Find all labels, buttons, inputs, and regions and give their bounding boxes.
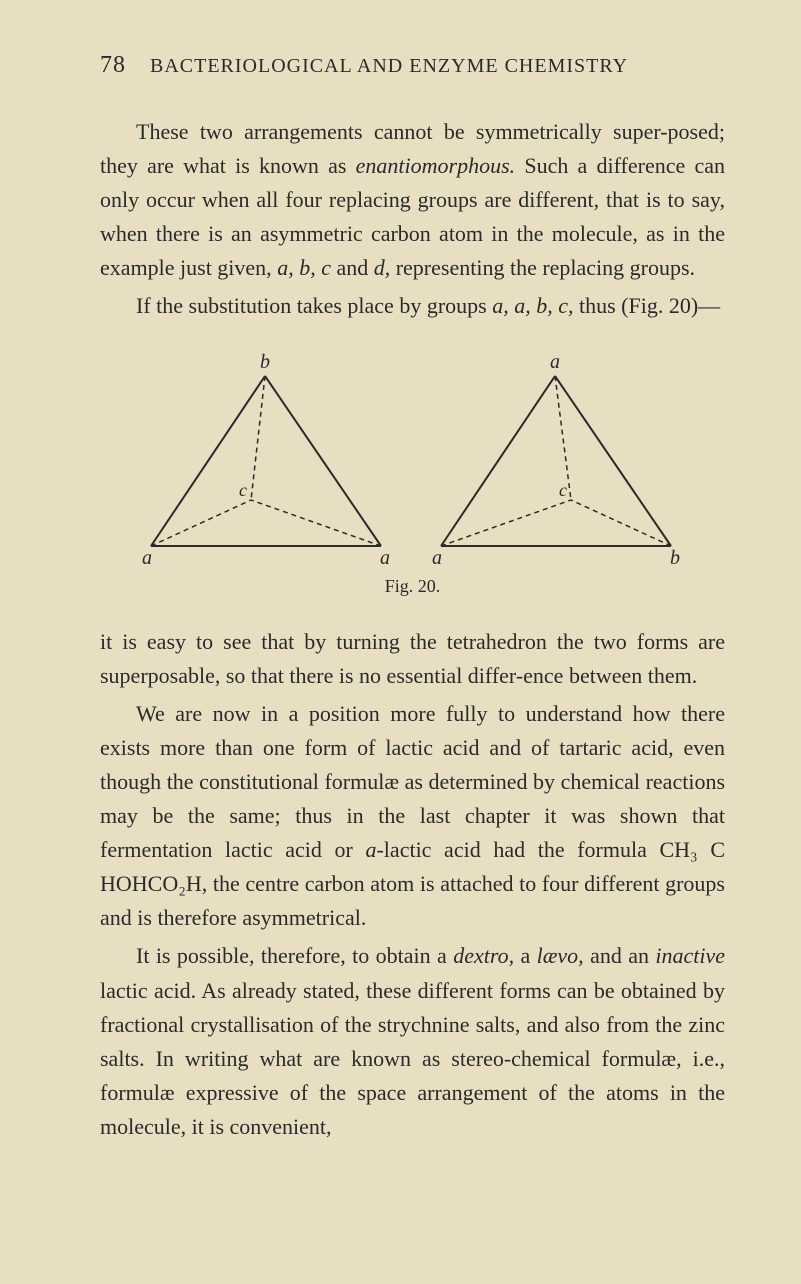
header-title: BACTERIOLOGICAL AND ENZYME CHEMISTRY [150, 55, 628, 77]
triangle-edge [151, 376, 265, 546]
figure-caption: Fig. 20. [100, 576, 725, 597]
left-label: a [432, 547, 442, 568]
italic-text: lævo, [537, 943, 584, 968]
text-span: thus (Fig. 20)— [573, 293, 720, 318]
paragraph-2: If the substitution takes place by group… [100, 289, 725, 323]
text-span: representing the replacing groups. [390, 255, 695, 280]
text-span: It is possible, therefore, to obtain a [136, 943, 453, 968]
italic-text: inactive [655, 943, 725, 968]
paragraph-1: These two arrangements cannot be symmetr… [100, 115, 725, 285]
triangle-dashed [441, 500, 571, 546]
triangle-edge [441, 376, 555, 546]
italic-text: a [365, 837, 376, 862]
page-header: 78 BACTERIOLOGICAL AND ENZYME CHEMISTRY [100, 48, 725, 79]
paragraph-4: We are now in a position more fully to u… [100, 697, 725, 936]
figure-container: b c a a a c a b [100, 348, 725, 568]
italic-text: d, [374, 255, 391, 280]
apex-label: a [550, 351, 560, 373]
text-span: lactic acid. As already stated, these di… [100, 978, 725, 1139]
italic-text: a, a, b, c, [492, 293, 573, 318]
triangle-edge [265, 376, 381, 546]
text-span: and [331, 255, 374, 280]
inner-label: c [239, 480, 247, 500]
left-label: a [142, 547, 152, 568]
right-label: b [670, 547, 680, 568]
inner-label: c [559, 480, 567, 500]
tetrahedron-right: a c a b [423, 348, 693, 568]
page-number: 78 [100, 52, 126, 79]
tetrahedron-left: b c a a [133, 348, 403, 568]
text-span: a [514, 943, 537, 968]
paragraph-5: It is possible, therefore, to obtain a d… [100, 939, 725, 1144]
triangle-dashed [251, 500, 381, 546]
text-span: and an [584, 943, 656, 968]
italic-text: a, b, c [277, 255, 331, 280]
italic-text: enantiomorphous. [356, 153, 516, 178]
right-label: a [380, 547, 390, 568]
text-span: If the substitution takes place by group… [136, 293, 492, 318]
paragraph-3: it is easy to see that by turning the te… [100, 625, 725, 693]
apex-label: b [260, 351, 270, 373]
triangle-edge [555, 376, 671, 546]
italic-text: dextro, [453, 943, 514, 968]
